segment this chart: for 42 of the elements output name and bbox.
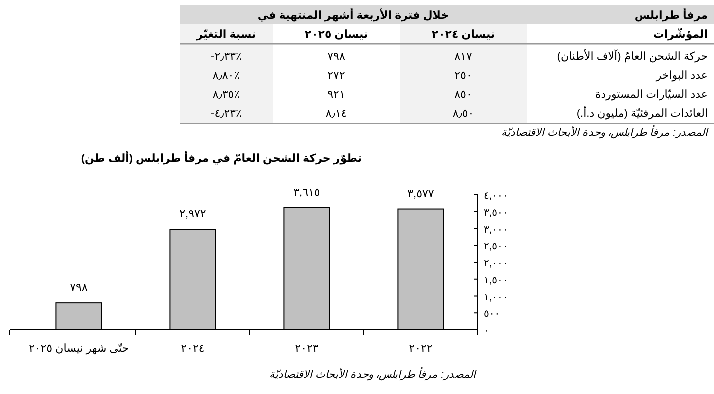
category-label: نيسان ٢٠٢٥	[304, 29, 368, 41]
text: -٤٫٢٣٪	[211, 108, 242, 120]
x-tick-label: ٢٠٢٤	[181, 343, 205, 355]
category-label: عدد البواخر	[656, 70, 708, 82]
x-tick-label: حتّى شهر نيسان ٢٠٢٥	[28, 342, 130, 355]
chart-title: تطوّر حركة الشحن العامّ في مرفأ طرابلس (ألف طن)	[81, 151, 362, 165]
text: ٨٫٥٠	[452, 108, 474, 120]
category-label: نسبة التغيّر	[196, 29, 256, 41]
data-label: ٣,٥٧٧	[408, 188, 434, 200]
data-label: ٢,٩٧٢	[180, 208, 206, 221]
y-tick-label: ٥٠٠	[484, 309, 500, 320]
x-tick-label: ٢٠٢٢	[409, 343, 433, 355]
text: ٢٥٠	[454, 70, 472, 82]
text: ٩٢١	[328, 89, 346, 101]
text: ٢٧٢	[328, 70, 346, 82]
y-tick-label: ٢,٥٠٠	[484, 242, 508, 253]
data-label: ٣,٦١٥	[294, 186, 320, 199]
text: ٨٥٠	[454, 89, 472, 101]
text: ٨٫٣٥٪	[212, 89, 240, 101]
y-tick-label: ١,٠٠٠	[484, 292, 508, 304]
text: ٨٫٨٠٪	[212, 70, 240, 82]
x-tick-label: ٢٠٢٣	[295, 343, 319, 355]
category-label: حركة الشحن العامّ (آلاف الأطنان)	[557, 51, 708, 63]
text: ٨٫١٤	[326, 108, 348, 120]
category-label: العائدات المرفئيّة (مليون د.أ.)	[576, 108, 708, 120]
text: مرفأ طرابلس	[634, 8, 708, 22]
y-tick-label: ٣,٥٠٠	[484, 208, 508, 219]
y-tick-label: ٤,٠٠٠	[484, 191, 508, 202]
y-tick-label: ١,٥٠٠	[484, 275, 508, 286]
y-tick-label: ٣,٠٠٠	[484, 224, 508, 236]
y-tick-label: ٠	[484, 326, 490, 337]
text: المصدر: مرفأ طرابلس، وحدة الأبحاث الاقتصاديّة	[269, 367, 477, 381]
text: المصدر: مرفأ طرابلس، وحدة الأبحاث الاقتصاديّة	[501, 125, 709, 139]
text: ٨١٧	[454, 51, 472, 63]
text: خلال فترة الأربعة أشهر المنتهية في	[258, 8, 450, 22]
text: ٧٩٨	[328, 51, 346, 63]
text: -٢٫٣٣٪	[211, 51, 242, 63]
category-label: عدد السيّارات المستوردة	[595, 89, 708, 101]
category-label: نيسان ٢٠٢٤	[432, 29, 496, 41]
y-tick-label: ٢,٠٠٠	[484, 258, 508, 270]
category-label: المؤشّرات	[653, 27, 708, 41]
data-label: ٧٩٨	[70, 282, 88, 294]
